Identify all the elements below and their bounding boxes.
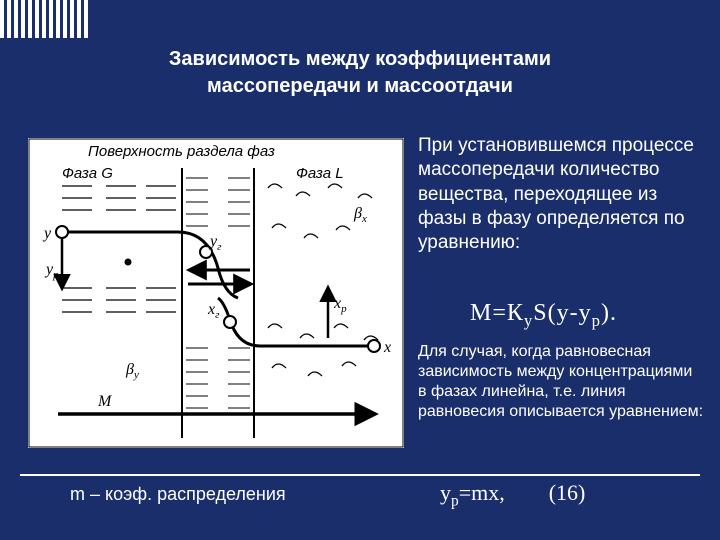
formula-1: М=КуS(у-ур). — [470, 300, 617, 331]
phase-g-hatch — [62, 186, 176, 312]
m-coef-label: m – коэф. распределения — [70, 484, 286, 505]
right-paragraph-1: При установившемся процессе массопередач… — [418, 134, 698, 256]
top-caption: Поверхность раздела фаз — [88, 143, 275, 160]
band-hatch — [186, 178, 250, 408]
label-xg: xг — [207, 301, 220, 321]
node-y — [56, 226, 68, 238]
formula-2: ур=mx, (16) — [440, 480, 585, 510]
label-beta-y: βy — [125, 361, 139, 381]
label-beta-x: βx — [353, 205, 367, 225]
dot — [125, 259, 132, 266]
slide-title: Зависимость между коэффициентами массопе… — [0, 46, 720, 100]
decor-stripes — [0, 0, 88, 38]
phase-diagram: Поверхность раздела фаз Фаза G Фаза L — [28, 138, 404, 448]
node-x — [368, 340, 380, 352]
label-x: x — [383, 339, 391, 356]
divider — [20, 474, 700, 476]
right-paragraph-2: Для случая, когда равновесная зависимост… — [418, 342, 704, 422]
label-yp: yp — [44, 261, 59, 281]
label-m: М — [97, 393, 113, 410]
label-xp: xp — [333, 295, 347, 315]
title-line-2: массопередачи и массоотдачи — [207, 75, 513, 97]
phase-g-label: Фаза G — [62, 165, 113, 182]
phase-l-label: Фаза L — [296, 165, 344, 182]
node-xg — [224, 316, 236, 328]
label-y: y — [42, 225, 52, 242]
title-line-1: Зависимость между коэффициентами — [169, 48, 551, 70]
